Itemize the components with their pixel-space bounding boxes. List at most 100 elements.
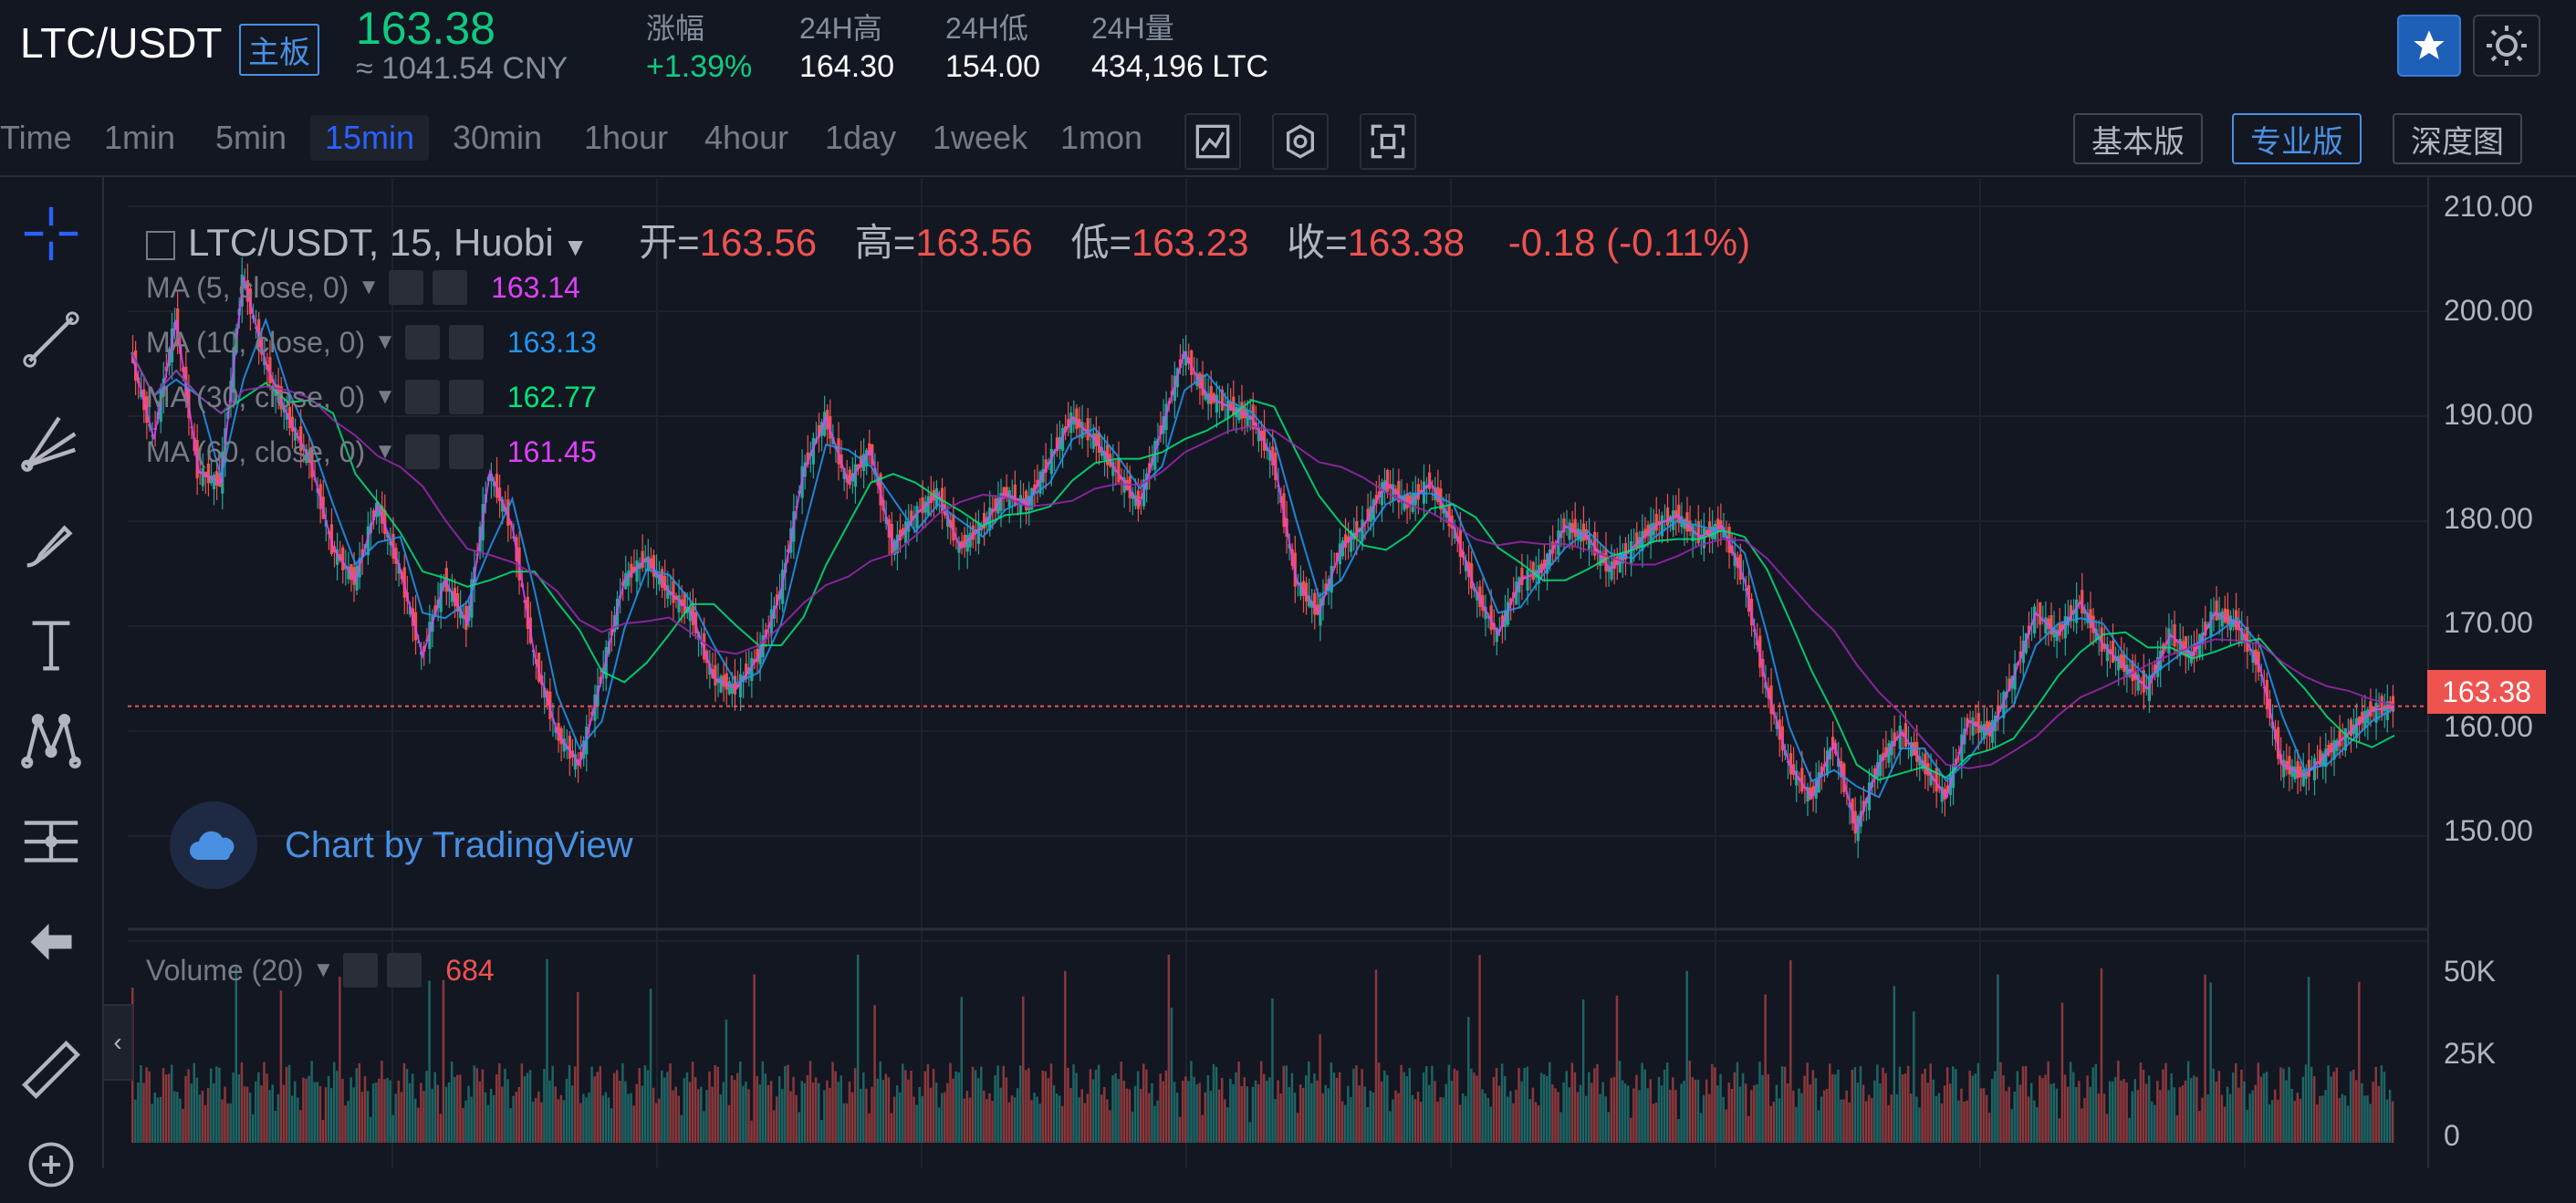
candle-body [455,593,460,612]
volume-bar [2240,1069,2243,1143]
price-chart[interactable] [128,179,2427,1168]
ma30-legend[interactable]: MA (30, close, 0) ▼ 162.77 [146,380,597,414]
settings-icon[interactable] [343,953,379,988]
chevron-down-icon[interactable]: ▼ [312,957,335,982]
interval-4hour[interactable]: 4hour [704,119,789,156]
volume-bar [573,1066,577,1143]
volume-bar [1948,1083,1952,1143]
volume-bar [1450,1081,1454,1143]
settings-icon[interactable] [404,434,440,469]
candle-body [1990,719,1995,743]
crosshair-tool[interactable] [13,195,89,272]
pair-name[interactable]: LTC/USDT [20,19,223,67]
candle-body [2128,668,2132,677]
candle-body [1038,471,1042,494]
indicators-button[interactable] [1184,113,1241,170]
ma10-legend[interactable]: MA (10, close, 0) ▼ 163.13 [146,325,597,360]
interval-1mon[interactable]: 1mon [1060,119,1143,156]
volume-bar [568,1064,571,1143]
fullscreen-button[interactable] [1360,113,1416,170]
collapse-panel-button[interactable]: ‹ [102,1004,133,1081]
interval-1day[interactable]: 1day [825,119,897,156]
candle-body [347,566,350,580]
volume-legend[interactable]: Volume (20) ▼ 684 [146,953,495,988]
volume-bar [1142,1063,1145,1143]
candle-body [568,736,571,759]
mode-basic-button[interactable]: 基本版 [2073,113,2203,164]
candle-body [627,570,631,586]
candle-body [1374,495,1378,504]
chevron-down-icon[interactable]: ▼ [562,233,589,261]
favorite-button[interactable] [2397,15,2461,77]
volume-label[interactable]: Volume (20) [146,953,304,987]
interval-1week[interactable]: 1week [933,119,1028,156]
volume-bar [795,1094,798,1143]
close-icon[interactable] [448,434,484,469]
ma5-legend[interactable]: MA (5, close, 0) ▼ 163.14 [146,270,580,305]
brush-tool[interactable] [13,506,89,582]
interval-1min[interactable]: 1min [104,119,176,156]
theme-toggle-button[interactable] [2473,15,2540,77]
volume-bar [2355,1080,2358,1143]
mode-depth-button[interactable]: 深度图 [2393,113,2522,164]
ruler-tool[interactable] [13,1031,89,1108]
candle-body [2100,627,2103,652]
settings-icon[interactable] [404,325,440,360]
settings-button[interactable] [1272,113,1329,170]
chevron-down-icon[interactable]: ▼ [374,439,396,464]
gear-icon [1287,124,1314,159]
volume-bar [1744,1083,1747,1143]
candle-body [2385,701,2389,720]
candle-body [745,663,748,679]
interval-5min[interactable]: 5min [215,119,287,156]
volume-bar [450,1062,454,1143]
ma60-legend[interactable]: MA (60, close, 0) ▼ 161.45 [146,434,597,469]
watermark-text[interactable]: Chart by TradingView [285,824,633,865]
chevron-down-icon[interactable]: ▼ [358,275,381,299]
volume-bar [1464,1095,1467,1143]
candle-body [1380,482,1384,506]
ma60-label[interactable]: MA (60, close, 0) [146,434,366,468]
tick-label: 170.00 [2444,606,2533,639]
volume-bar [1201,1114,1204,1143]
volume-bar [887,1077,891,1143]
settings-icon[interactable] [389,270,424,305]
volume-bar [1537,1104,1540,1143]
legend-symbol[interactable]: LTC/USDT, 15, Huobi [188,221,554,264]
tradingview-watermark[interactable]: Chart by TradingView [170,801,633,889]
candle-body [2063,616,2067,639]
interval-1hour[interactable]: 1hour [584,119,669,156]
ma5-label[interactable]: MA (5, close, 0) [146,270,349,304]
candle-body [2290,766,2294,777]
volume-bar [546,958,548,1143]
close-icon[interactable] [448,325,484,360]
close-icon[interactable] [387,953,422,988]
chevron-down-icon[interactable]: ▼ [374,330,396,354]
collapse-legend-icon[interactable] [146,230,175,260]
interval-time[interactable]: Time [0,119,72,156]
text-tool[interactable] [13,606,89,683]
volume-bar [711,1086,714,1143]
chart-canvas[interactable] [128,179,2427,1168]
candle-body [1489,605,1493,631]
volume-bar [2052,1083,2056,1143]
settings-icon[interactable] [404,380,440,414]
volume-bar [167,1073,171,1143]
close-icon[interactable] [433,270,468,305]
zoom-in-tool[interactable] [13,1126,89,1203]
ma10-label[interactable]: MA (10, close, 0) [146,325,366,359]
interval-15min[interactable]: 15min [310,115,430,161]
pattern-tool[interactable] [13,703,89,779]
back-tool[interactable] [13,904,89,980]
volume-bar [1016,1088,1019,1143]
close-icon[interactable] [448,380,484,414]
chevron-down-icon[interactable]: ▼ [374,384,396,409]
fib-tool[interactable] [13,403,89,480]
volume-bar [565,1078,568,1143]
mode-pro-button[interactable]: 专业版 [2232,113,2362,164]
measure-tool[interactable] [13,803,89,880]
ma30-label[interactable]: MA (30, close, 0) [146,380,366,413]
candle-body [1738,554,1742,581]
interval-30min[interactable]: 30min [453,119,543,156]
trendline-tool[interactable] [13,301,89,378]
